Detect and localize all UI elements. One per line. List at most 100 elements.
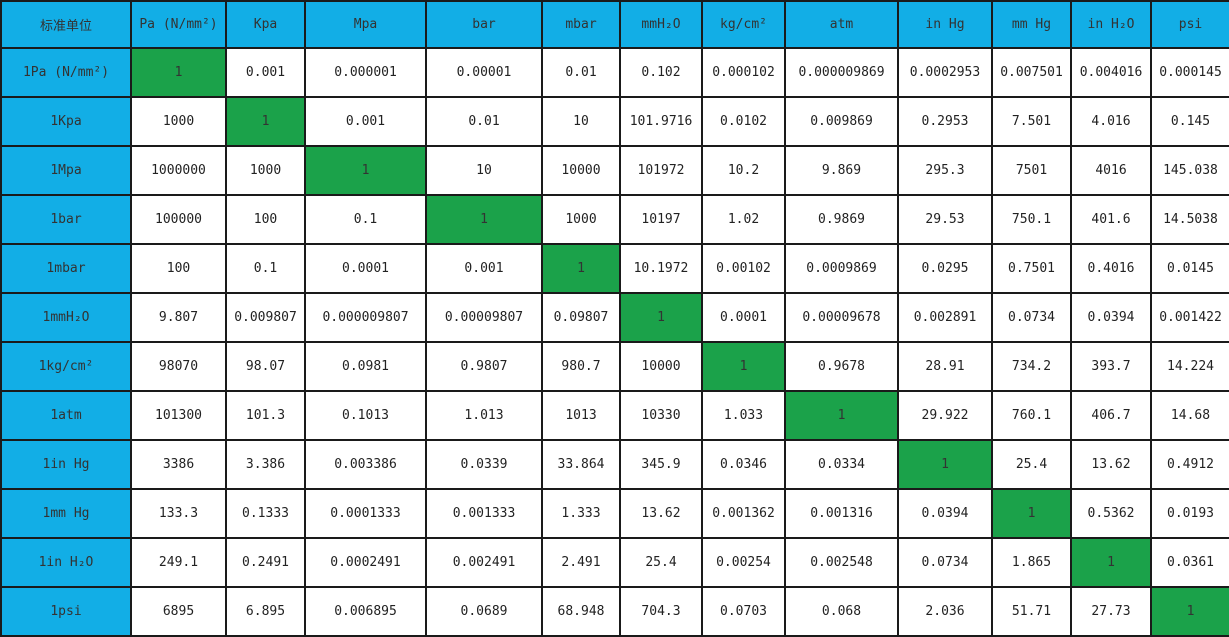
diagonal-cell: 1 bbox=[225, 96, 306, 147]
table-cell: 0.0009869 bbox=[784, 243, 899, 294]
diagonal-cell: 1 bbox=[1150, 586, 1229, 637]
table-cell: 295.3 bbox=[897, 145, 993, 196]
table-cell: 0.0334 bbox=[784, 439, 899, 490]
column-header: mm Hg bbox=[991, 0, 1072, 49]
table-cell: 0.0394 bbox=[897, 488, 993, 539]
table-cell: 734.2 bbox=[991, 341, 1072, 392]
table-cell: 0.001 bbox=[304, 96, 427, 147]
table-row: 1Pa (N/mm²) 1 0.001 0.000001 0.00001 0.01 0.10… bbox=[0, 47, 1229, 98]
table-cell: 0.5362 bbox=[1070, 488, 1152, 539]
table-cell: 101972 bbox=[619, 145, 703, 196]
table-cell: 0.0689 bbox=[425, 586, 543, 637]
table-cell: 14.5038 bbox=[1150, 194, 1229, 245]
table-cell: 28.91 bbox=[897, 341, 993, 392]
table-cell: 4016 bbox=[1070, 145, 1152, 196]
table-cell: 0.000009807 bbox=[304, 292, 427, 343]
table-row: 1Kpa 1000 1 0.001 0.01 10 101.9716 0.0102 0.0098… bbox=[0, 96, 1229, 147]
table-cell: 0.0734 bbox=[991, 292, 1072, 343]
table-cell: 0.007501 bbox=[991, 47, 1072, 98]
table-cell: 101300 bbox=[130, 390, 227, 441]
table-cell: 13.62 bbox=[1070, 439, 1152, 490]
table-cell: 7501 bbox=[991, 145, 1072, 196]
table-row: 1mm Hg 133.3 0.1333 0.0001333 0.001333 1.333 1… bbox=[0, 488, 1229, 539]
table-cell: 1000000 bbox=[130, 145, 227, 196]
table-cell: 0.004016 bbox=[1070, 47, 1152, 98]
table-cell: 0.001316 bbox=[784, 488, 899, 539]
table-cell: 0.006895 bbox=[304, 586, 427, 637]
table-cell: 0.00102 bbox=[701, 243, 786, 294]
table-cell: 1013 bbox=[541, 390, 621, 441]
table-cell: 7.501 bbox=[991, 96, 1072, 147]
table-cell: 0.1 bbox=[225, 243, 306, 294]
table-cell: 10.2 bbox=[701, 145, 786, 196]
table-cell: 0.000009869 bbox=[784, 47, 899, 98]
row-header: 1mbar bbox=[0, 243, 132, 294]
table-cell: 0.00009807 bbox=[425, 292, 543, 343]
column-header: mmH₂O bbox=[619, 0, 703, 49]
table-cell: 0.0346 bbox=[701, 439, 786, 490]
table-cell: 0.0145 bbox=[1150, 243, 1229, 294]
table-row: 1psi 6895 6.895 0.006895 0.0689 68.948 704.3 0.… bbox=[0, 586, 1229, 637]
corner-header: 标准单位 bbox=[0, 0, 132, 49]
table-cell: 0.000145 bbox=[1150, 47, 1229, 98]
table-cell: 1000 bbox=[130, 96, 227, 147]
table-cell: 0.0734 bbox=[897, 537, 993, 588]
table-cell: 10197 bbox=[619, 194, 703, 245]
table-cell: 29.53 bbox=[897, 194, 993, 245]
table-row: 1mbar 100 0.1 0.0001 0.001 1 10.1972 0.00102 0.0… bbox=[0, 243, 1229, 294]
table-cell: 0.102 bbox=[619, 47, 703, 98]
table-cell: 0.0001 bbox=[304, 243, 427, 294]
table-cell: 0.00009678 bbox=[784, 292, 899, 343]
table-row: 1bar 100000 100 0.1 1 1000 10197 1.02 0.9869 29.5… bbox=[0, 194, 1229, 245]
table-cell: 10000 bbox=[541, 145, 621, 196]
table-cell: 25.4 bbox=[991, 439, 1072, 490]
table-cell: 6895 bbox=[130, 586, 227, 637]
table-cell: 9.807 bbox=[130, 292, 227, 343]
table-row: 1in Hg 3386 3.386 0.003386 0.0339 33.864 345.9… bbox=[0, 439, 1229, 490]
table-cell: 27.73 bbox=[1070, 586, 1152, 637]
table-cell: 29.922 bbox=[897, 390, 993, 441]
table-cell: 13.62 bbox=[619, 488, 703, 539]
table-cell: 1.013 bbox=[425, 390, 543, 441]
table-cell: 10 bbox=[425, 145, 543, 196]
diagonal-cell: 1 bbox=[897, 439, 993, 490]
row-header: 1bar bbox=[0, 194, 132, 245]
diagonal-cell: 1 bbox=[541, 243, 621, 294]
table-cell: 10000 bbox=[619, 341, 703, 392]
table-cell: 4.016 bbox=[1070, 96, 1152, 147]
table-cell: 0.9807 bbox=[425, 341, 543, 392]
table-cell: 0.145 bbox=[1150, 96, 1229, 147]
table-cell: 0.0703 bbox=[701, 586, 786, 637]
table-cell: 6.895 bbox=[225, 586, 306, 637]
table-cell: 750.1 bbox=[991, 194, 1072, 245]
table-cell: 0.9678 bbox=[784, 341, 899, 392]
table-cell: 0.001362 bbox=[701, 488, 786, 539]
diagonal-cell: 1 bbox=[619, 292, 703, 343]
column-header: kg/cm² bbox=[701, 0, 786, 49]
table-cell: 145.038 bbox=[1150, 145, 1229, 196]
table-cell: 1.865 bbox=[991, 537, 1072, 588]
diagonal-cell: 1 bbox=[991, 488, 1072, 539]
table-cell: 0.2491 bbox=[225, 537, 306, 588]
table-cell: 10 bbox=[541, 96, 621, 147]
row-header: 1kg/cm² bbox=[0, 341, 132, 392]
table-cell: 0.0339 bbox=[425, 439, 543, 490]
table-cell: 0.0193 bbox=[1150, 488, 1229, 539]
table-cell: 0.0394 bbox=[1070, 292, 1152, 343]
row-header: 1mm Hg bbox=[0, 488, 132, 539]
table-cell: 101.3 bbox=[225, 390, 306, 441]
table-cell: 345.9 bbox=[619, 439, 703, 490]
table-cell: 760.1 bbox=[991, 390, 1072, 441]
table-cell: 393.7 bbox=[1070, 341, 1152, 392]
table-cell: 10330 bbox=[619, 390, 703, 441]
column-header: atm bbox=[784, 0, 899, 49]
table-cell: 25.4 bbox=[619, 537, 703, 588]
table-cell: 0.0001 bbox=[701, 292, 786, 343]
table-cell: 1.02 bbox=[701, 194, 786, 245]
table-cell: 0.2953 bbox=[897, 96, 993, 147]
table-cell: 100 bbox=[130, 243, 227, 294]
row-header: 1in H₂O bbox=[0, 537, 132, 588]
table-cell: 0.001333 bbox=[425, 488, 543, 539]
table-cell: 0.0361 bbox=[1150, 537, 1229, 588]
